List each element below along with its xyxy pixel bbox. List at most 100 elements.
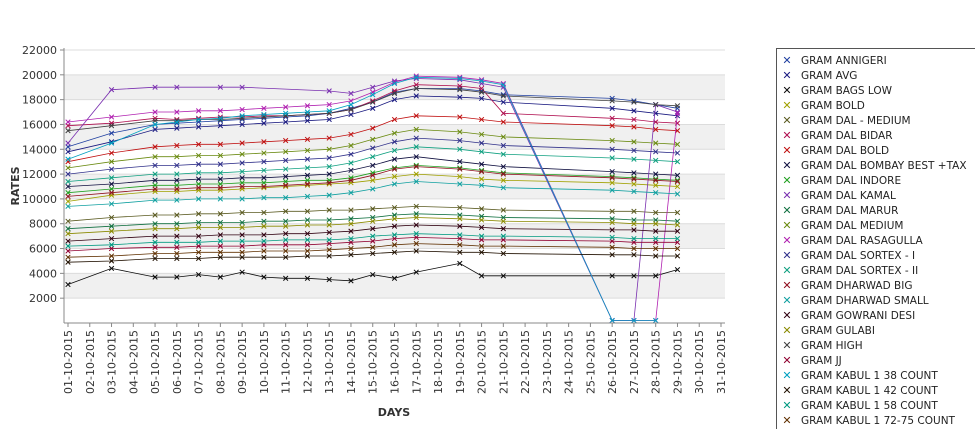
data-point <box>304 156 311 162</box>
data-point <box>457 181 463 187</box>
legend-item: ✕ GRAM DAL BOLD <box>777 143 889 158</box>
data-point <box>500 163 506 170</box>
data-point <box>152 109 158 115</box>
data-point <box>239 113 245 119</box>
data-point <box>609 168 615 175</box>
data-point <box>500 250 506 257</box>
data-point <box>348 142 354 149</box>
data-point <box>478 168 485 175</box>
data-point <box>653 245 659 252</box>
y-tick-label: 22000 <box>22 44 57 57</box>
series-line <box>67 128 678 169</box>
data-point <box>370 250 376 257</box>
plot-band <box>64 174 725 199</box>
data-point <box>370 206 376 212</box>
data-point <box>391 96 398 103</box>
data-point <box>174 186 180 192</box>
x-tick-label: 31-10-2015 <box>715 330 728 394</box>
data-point <box>239 254 245 260</box>
legend-item: ✕ GRAM DAL MEDIUM <box>777 218 903 233</box>
data-point <box>457 249 463 255</box>
data-point <box>217 84 224 90</box>
data-point <box>653 110 659 116</box>
data-point <box>65 259 71 265</box>
x-tick-label: 29-10-2015 <box>671 330 684 394</box>
legend-item: ✕ GRAM HIGH <box>777 338 862 353</box>
data-point <box>304 136 311 142</box>
data-point <box>108 214 115 221</box>
legend-label: GRAM DAL - MEDIUM <box>801 114 911 127</box>
data-point <box>609 146 615 152</box>
y-tick-labels: 2000 4000 6000 8000 10000 12000 14000 16000 1800… <box>22 44 57 305</box>
legend-label: GRAM BAGS LOW <box>801 84 893 97</box>
data-point <box>609 273 615 279</box>
data-point <box>326 163 332 170</box>
data-point <box>108 175 115 181</box>
data-point <box>326 253 332 259</box>
x-tick-label: 03-10-2015 <box>106 330 119 394</box>
data-point <box>239 183 245 190</box>
data-point <box>391 249 398 255</box>
data-point <box>457 204 463 211</box>
series-line <box>67 115 678 163</box>
data-point <box>500 177 506 183</box>
data-point <box>174 109 180 115</box>
data-point <box>65 203 71 210</box>
legend-marker-icon: ✕ <box>782 338 792 352</box>
data-point <box>108 123 115 129</box>
series-3 <box>65 171 681 205</box>
legend-marker-icon: ✕ <box>782 383 792 397</box>
data-point <box>370 226 376 232</box>
data-point <box>108 223 115 229</box>
series-line <box>67 213 678 230</box>
data-point <box>391 130 398 136</box>
data-point <box>239 84 245 90</box>
data-point <box>304 208 311 214</box>
data-point <box>674 183 681 190</box>
legend-marker-icon: ✕ <box>782 68 792 82</box>
data-point <box>609 244 615 250</box>
data-point <box>174 142 180 149</box>
y-tick-label: 6000 <box>29 243 57 256</box>
data-point <box>631 208 637 214</box>
data-point <box>609 137 615 144</box>
x-tick-label: 12-10-2015 <box>301 330 314 394</box>
legend-item: ✕ GRAM KABUL 1 38 COUNT <box>777 368 937 383</box>
legend-label: GRAM KABUL 1 58 COUNT <box>801 399 938 412</box>
data-point <box>239 168 245 175</box>
series-line <box>67 250 678 263</box>
x-tick-labels: 01-10-2015 02-10-2015 03-10-2015 04-10-2015… <box>62 330 728 394</box>
data-point <box>217 161 224 167</box>
data-point <box>674 103 681 109</box>
data-point <box>261 120 267 126</box>
data-point <box>174 274 180 280</box>
data-point <box>65 231 71 237</box>
data-point <box>326 207 332 213</box>
data-point <box>413 214 419 221</box>
data-point <box>174 244 180 250</box>
data-point <box>500 134 506 140</box>
legend-item: ✕ GRAM KABUL 1 42 COUNT <box>777 383 937 398</box>
legend-item: ✕ GRAM DHARWAD BIG <box>777 278 912 293</box>
data-point <box>108 190 115 196</box>
data-point <box>283 166 289 172</box>
x-tick-label: 01-10-2015 <box>62 330 75 394</box>
x-axis-title: DAYS <box>378 406 411 419</box>
data-point <box>674 209 681 216</box>
data-point <box>500 119 506 125</box>
data-point <box>108 181 115 187</box>
legend-label: GRAM DHARWAD BIG <box>801 279 913 292</box>
data-point <box>217 211 224 217</box>
data-point <box>217 185 224 191</box>
data-point <box>261 105 267 111</box>
data-point <box>413 203 419 210</box>
data-point <box>413 163 419 170</box>
x-tick-label: 09-10-2015 <box>236 330 249 394</box>
data-point <box>631 245 637 252</box>
data-point <box>631 273 637 279</box>
data-point <box>152 197 158 203</box>
data-point <box>348 160 354 166</box>
data-point <box>391 147 398 154</box>
data-point <box>283 157 289 164</box>
data-point <box>239 151 245 157</box>
